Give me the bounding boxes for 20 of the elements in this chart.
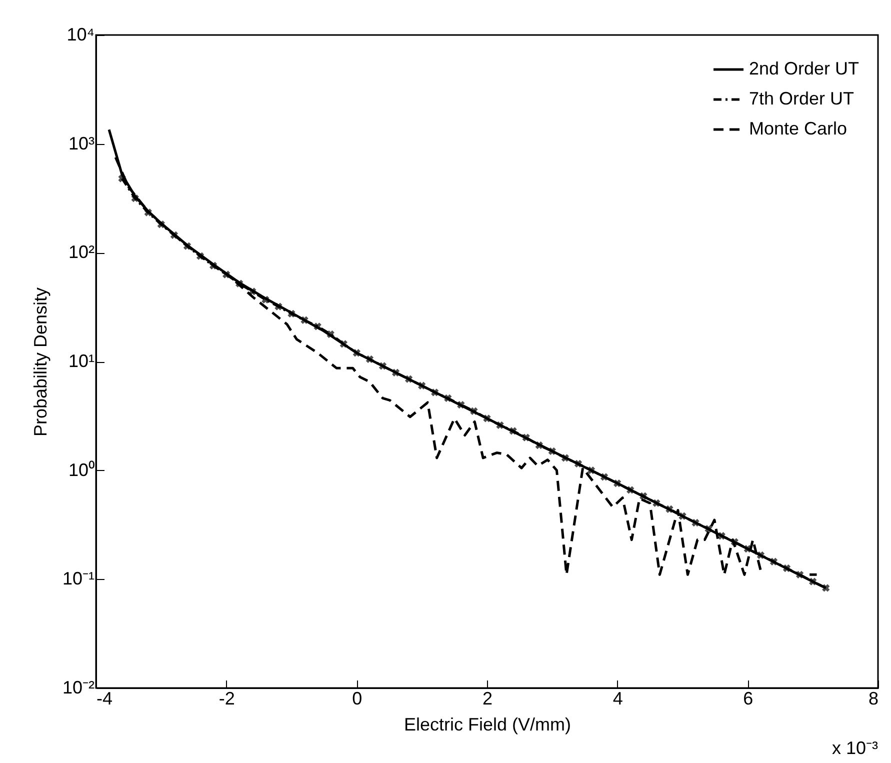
y-tick-label: 10³ [68, 133, 95, 154]
x-tick-label: 2 [482, 688, 493, 708]
x-tick-label: 4 [612, 688, 623, 708]
y-tick-label: 10⁻² [62, 678, 95, 698]
y-axis-title: Probability Density [30, 287, 50, 437]
text: x 10⁻³ [832, 738, 878, 758]
y-tick-label: 10¹ [68, 351, 95, 371]
y-tick-label: 10⁰ [68, 460, 94, 480]
x-axis-title: Electric Field (V/mm) [404, 714, 572, 734]
legend-label: 2nd Order UT [749, 58, 860, 78]
x-tick-label: 8 [868, 688, 878, 708]
y-tick-label: 10⁻¹ [62, 568, 95, 589]
x-tick-label: 6 [743, 688, 754, 708]
y-tick-label: 10² [68, 242, 95, 262]
legend-label: Monte Carlo [749, 118, 848, 138]
legend-label: 7th Order UT [749, 88, 854, 108]
x-tick-label: -2 [218, 688, 235, 708]
y-tick-label: 10⁴ [66, 24, 94, 44]
x-tick-label: -4 [96, 688, 113, 708]
x-tick-label: 0 [352, 688, 362, 708]
